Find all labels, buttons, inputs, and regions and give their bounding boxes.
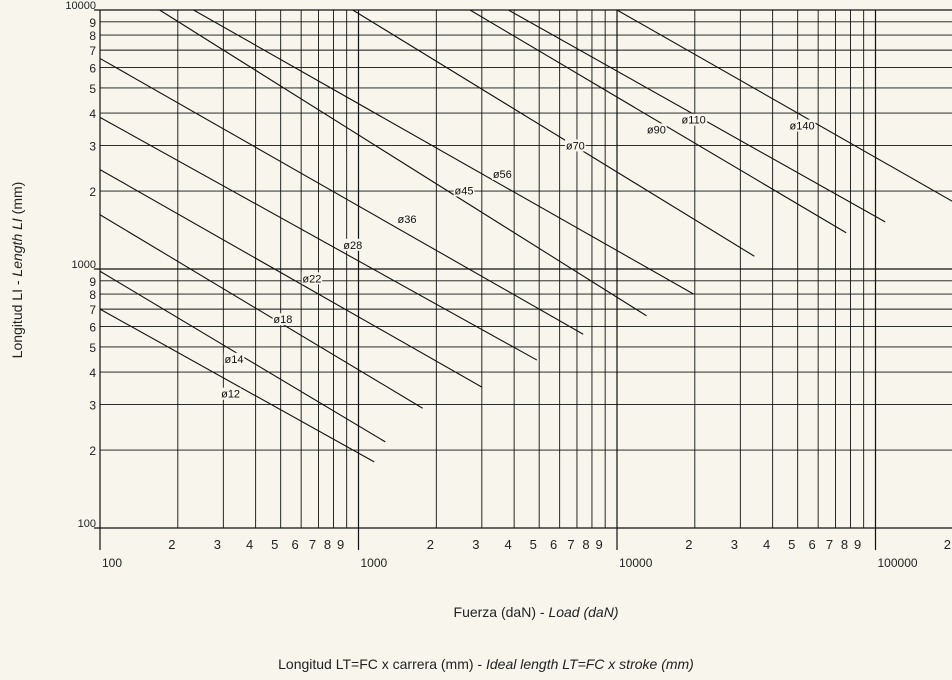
y-tick-label: 3 [89,139,96,153]
y-tick-label: 8 [89,29,96,43]
y-tick-label: 6 [89,61,96,75]
series-line [616,9,952,202]
series-label-bg [680,113,708,126]
x-minor-tick-label: 4 [763,537,770,552]
series-line [469,9,847,234]
series-label: ø36 [397,214,416,226]
series-label-bg [342,238,364,251]
x-axis-label-plain: Fuerza (daN) - [454,604,549,620]
x-minor-tick-label: 5 [271,537,278,552]
x-minor-tick-label: 9 [596,537,603,552]
x-minor-tick-label: 9 [337,537,344,552]
x-major-tick-label: 10000 [619,556,653,570]
x-major-tick-label: 100000 [878,556,918,570]
series-line [159,9,647,317]
y-axis-label-italic: Length LI [9,218,25,276]
series-line [99,308,375,463]
series-line [193,9,694,295]
series-label-bg [646,123,667,136]
y-axis-label-plain: Longitud LI - [9,277,25,359]
series-label-bg [453,184,475,197]
x-minor-tick-label: 2 [168,537,175,552]
y-tick-label: 2 [89,444,96,458]
y-axis-label: Longitud LI - Length LI (mm) [9,182,25,359]
y-tick-label: 6 [89,320,96,334]
y-tick-label: 1000 [72,259,96,271]
x-minor-tick-label: 5 [788,537,795,552]
series-label: ø110 [682,115,706,127]
series-labels: ø12 ø14 ø18 ø22 ø28 ø36 ø45 ø56 ø70 ø90 ø110 ø140 [220,113,816,401]
footer-label-italic: Ideal length LT=FC x stroke (mm) [486,656,694,672]
x-minor-tick-label: 4 [246,537,253,552]
y-tick-label: 3 [89,398,96,412]
x-minor-tick-label: 7 [826,537,833,552]
footer-label: Longitud LT=FC x carrera (mm) - Ideal le… [278,656,694,672]
y-tick-label: 2 [89,185,96,199]
y-tick-label: 5 [89,341,96,355]
series-line [99,214,423,409]
y-tick-label: 4 [89,366,96,380]
series-label-bg [272,313,294,326]
series-label-bg [301,272,323,285]
x-minor-tick-label: 6 [809,537,816,552]
series-label-bg [220,387,241,400]
series-label: ø140 [790,121,815,133]
series-line [99,116,538,361]
series-line [99,57,584,335]
x-minor-tick-label: 6 [292,537,299,552]
series-line [352,9,755,257]
x-minor-tick-label: 9 [854,537,861,552]
y-tick-label: 5 [89,82,96,96]
x-minor-tick-label: 3 [472,537,479,552]
series-label: ø56 [493,169,512,181]
y-tick-label: 100 [78,518,96,530]
y-axis-label-suffix: (mm) [9,182,25,219]
series-label: ø45 [455,185,474,197]
x-minor-tick-label: 3 [214,537,221,552]
x-minor-tick-label: 2 [685,537,692,552]
y-tick-label: 4 [89,107,96,121]
series-label: ø28 [343,240,362,252]
y-tick-label: 8 [89,288,96,302]
series-label: ø90 [647,124,666,136]
x-minor-tick-label: 2 [427,537,434,552]
x-minor-tick-label: 8 [324,537,331,552]
y-tick-label: 9 [89,16,96,30]
series-label-bg [396,212,418,225]
x-major-tick-label: 100 [102,556,122,570]
series-label: ø12 [221,389,240,401]
y-tick-label: 9 [89,275,96,289]
x-minor-tick-label: 7 [309,537,316,552]
series-label: ø18 [273,314,292,326]
series-label: ø14 [225,354,244,366]
footer-label-plain: Longitud LT=FC x carrera (mm) - [278,656,486,672]
series-label: ø70 [566,140,585,152]
x-axis-label: Fuerza (daN) - Load (daN) [454,604,619,620]
x-minor-tick-label: 6 [550,537,557,552]
x-minor-tick-label: 8 [841,537,848,552]
x-minor-tick-label: 8 [582,537,589,552]
x-axis-label-italic: Load (daN) [548,604,618,620]
series-label-bg [492,167,513,180]
y-tick-label: 10000 [65,0,96,12]
x-minor-tick-label: 2 [944,537,951,552]
x-minor-tick-label: 5 [530,537,537,552]
series-label-bg [788,119,816,132]
series-label: ø22 [302,273,321,285]
series-label-bg [223,352,245,365]
x-minor-tick-label: 4 [505,537,512,552]
x-minor-tick-label: 7 [567,537,574,552]
x-major-tick-label: 1000 [361,556,388,570]
series-label-bg [565,139,586,152]
x-minor-tick-label: 3 [731,537,738,552]
y-tick-label: 7 [89,303,96,317]
grid-lines [94,9,952,550]
series-line [99,169,483,388]
y-tick-label: 7 [89,44,96,58]
